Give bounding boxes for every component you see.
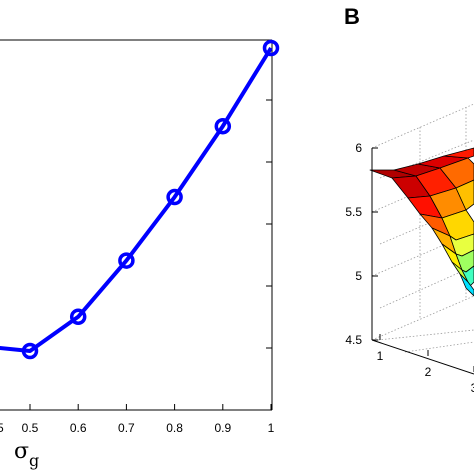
z-tick-label: 6 [355, 141, 362, 155]
grid-line [379, 139, 474, 179]
panel-b: B 6 5.5 5 4.5 1 2 3 [344, 4, 474, 395]
grid-line [371, 231, 474, 277]
x-tick-label: 1 [268, 421, 275, 435]
x-axis-label-subscript: g [29, 451, 39, 470]
grid-line [371, 295, 474, 341]
x-axis-label: σg [14, 439, 39, 470]
right-axis-ticks [266, 39, 272, 349]
x-tick-label-b: 2 [425, 365, 432, 379]
z-tick-label: 5 [355, 269, 362, 283]
x-tick-label: 0.9 [214, 421, 231, 435]
surface-patch [439, 157, 474, 189]
x-axis-ticks: 0.5 0.6 0.7 0.8 0.9 1 [22, 404, 275, 435]
data-point [262, 39, 280, 57]
surface-patch [455, 179, 474, 211]
data-point [69, 308, 87, 326]
x-tick-label-b: 3 [471, 381, 474, 395]
surface-patch [459, 273, 474, 297]
data-point [118, 252, 135, 269]
x-tick-label: 0.8 [166, 421, 183, 435]
data-point [214, 117, 232, 135]
surface-patch [443, 147, 474, 159]
data-point [21, 342, 39, 360]
x-axis-label-symbol: σ [14, 439, 29, 464]
z-tick-label: 5.5 [345, 205, 362, 219]
x-tick-label-partial: 5 [0, 421, 4, 435]
panel-label-b: B [344, 4, 360, 29]
x-tick-label: 0.7 [118, 421, 135, 435]
x-axis-ticks-b: 1 2 3 [377, 334, 474, 395]
series-path [0, 46, 273, 353]
base-axis [371, 339, 474, 375]
data-point [166, 188, 183, 206]
surface [369, 147, 474, 297]
x-tick-label: 0.6 [70, 421, 87, 435]
z-tick-label: 4.5 [345, 333, 362, 347]
x-tick-label-b: 1 [377, 349, 384, 363]
panel-a: 0.5 0.6 0.7 0.8 0.9 1 5 σg [0, 39, 280, 470]
z-axis-ticks: 6 5.5 5 4.5 [345, 141, 378, 347]
grid-line [371, 103, 474, 149]
series-line [0, 39, 280, 360]
x-tick-label: 0.5 [22, 421, 39, 435]
grid-line [371, 167, 474, 213]
grid-line [404, 341, 474, 353]
